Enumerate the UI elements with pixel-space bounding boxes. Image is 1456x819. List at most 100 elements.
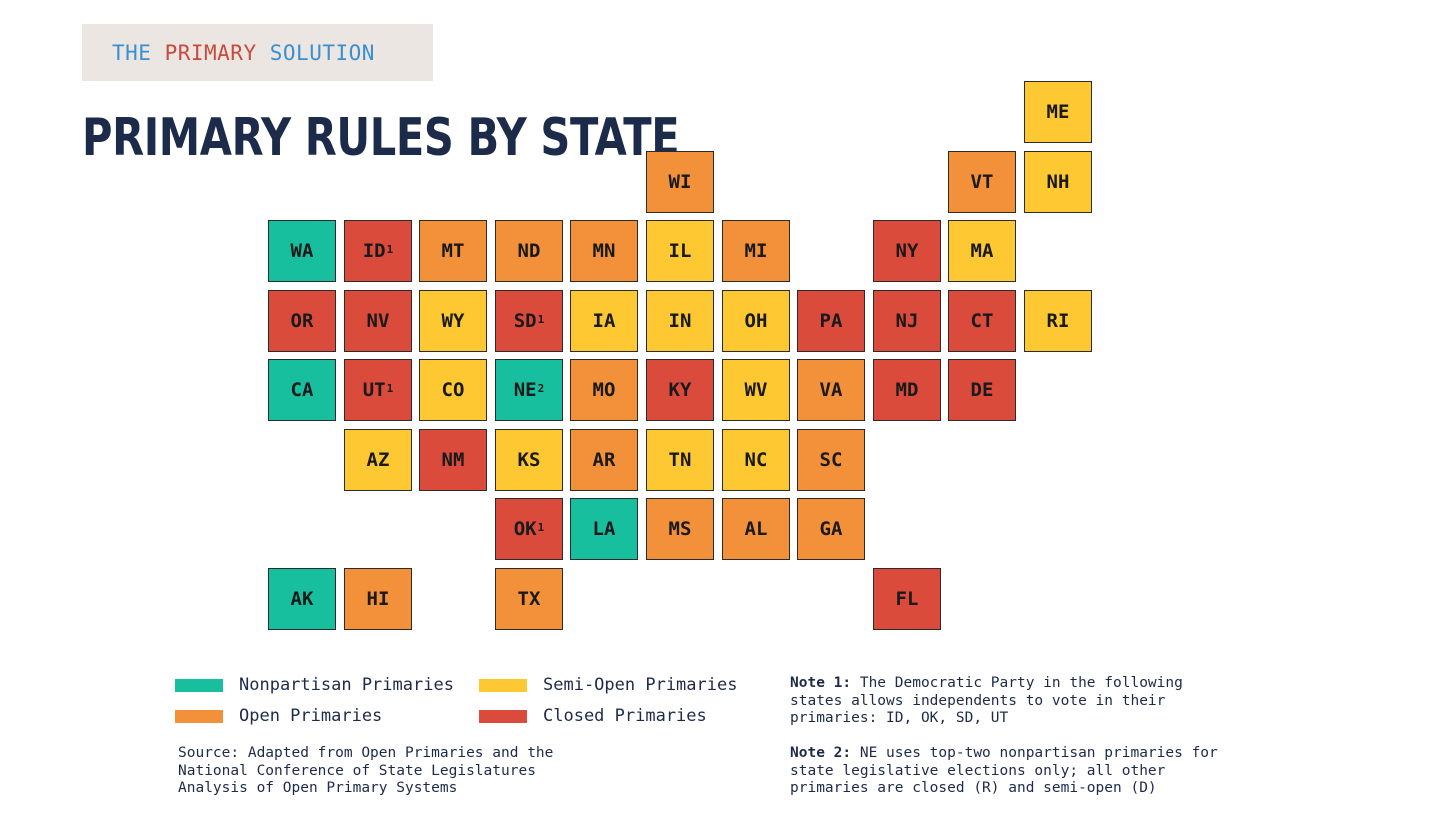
state-tile-ky: KY <box>646 359 714 421</box>
state-label: IA <box>592 310 616 332</box>
state-label: DE <box>970 379 994 401</box>
state-tile-wa: WA <box>268 220 336 282</box>
note-2-text: NE uses top-two nonpartisan primaries fo… <box>790 745 1218 796</box>
state-tile-mi: MI <box>722 220 790 282</box>
state-footnote-marker: 1 <box>537 312 545 326</box>
state-tile-nh: NH <box>1024 151 1092 213</box>
state-label: WI <box>668 171 692 193</box>
state-label: MD <box>895 379 919 401</box>
state-tile-wv: WV <box>722 359 790 421</box>
state-tile-nv: NV <box>344 290 412 352</box>
state-label: WA <box>290 240 314 262</box>
state-label: IL <box>668 240 692 262</box>
state-label: NY <box>895 240 919 262</box>
state-tile-ar: AR <box>570 429 638 491</box>
state-tile-nd: ND <box>495 220 563 282</box>
state-tile-va: VA <box>797 359 865 421</box>
legend-label-open: Open Primaries <box>239 706 383 726</box>
state-label: NM <box>441 449 465 471</box>
state-label: NE <box>513 379 537 401</box>
state-label: WV <box>744 379 768 401</box>
state-footnote-marker: 2 <box>537 381 545 395</box>
state-label: SD <box>513 310 537 332</box>
state-label: AL <box>744 518 768 540</box>
state-tile-wy: WY <box>419 290 487 352</box>
note-1-label: Note 1: <box>790 675 852 691</box>
state-tile-nc: NC <box>722 429 790 491</box>
state-label: IN <box>668 310 692 332</box>
state-tile-oh: OH <box>722 290 790 352</box>
state-tile-hi: HI <box>344 568 412 630</box>
state-tile-ca: CA <box>268 359 336 421</box>
state-label: MI <box>744 240 768 262</box>
state-label: NJ <box>895 310 919 332</box>
state-tile-tx: TX <box>495 568 563 630</box>
state-label: SC <box>819 449 843 471</box>
legend-label-nonpartisan: Nonpartisan Primaries <box>239 675 454 695</box>
state-tile-ak: AK <box>268 568 336 630</box>
legend-swatch-open <box>175 709 223 723</box>
state-label: MA <box>970 240 994 262</box>
state-label: UT <box>362 379 386 401</box>
legend-closed: Closed Primaries <box>479 706 707 726</box>
state-tile-sd: SD 1 <box>495 290 563 352</box>
state-tile-ok: OK 1 <box>495 498 563 560</box>
legend-nonpartisan: Nonpartisan Primaries <box>175 675 454 695</box>
state-tile-tn: TN <box>646 429 714 491</box>
state-tile-ct: CT <box>948 290 1016 352</box>
state-label: OR <box>290 310 314 332</box>
state-label: GA <box>819 518 843 540</box>
state-tile-me: ME <box>1024 81 1092 143</box>
state-label: MT <box>441 240 465 262</box>
state-label: LA <box>592 518 616 540</box>
state-label: MO <box>592 379 616 401</box>
brand-banner: THE PRIMARY SOLUTION <box>82 24 433 81</box>
state-tile-fl: FL <box>873 568 941 630</box>
state-tile-ga: GA <box>797 498 865 560</box>
state-label: OH <box>744 310 768 332</box>
state-tile-ms: MS <box>646 498 714 560</box>
state-tile-md: MD <box>873 359 941 421</box>
brand-word-the: THE <box>112 40 152 65</box>
state-label: CA <box>290 379 314 401</box>
state-tile-in: IN <box>646 290 714 352</box>
legend-swatch-semi-open <box>479 678 527 692</box>
state-label: ID <box>362 240 386 262</box>
brand-word-primary: PRIMARY <box>164 40 257 65</box>
state-tile-or: OR <box>268 290 336 352</box>
state-label: AZ <box>366 449 390 471</box>
source-note: Source: Adapted from Open Primaries and … <box>178 745 554 796</box>
state-label: NC <box>744 449 768 471</box>
state-label: RI <box>1046 310 1070 332</box>
legend-swatch-nonpartisan <box>175 678 223 692</box>
state-label: VA <box>819 379 843 401</box>
state-tile-de: DE <box>948 359 1016 421</box>
state-label: AK <box>290 588 314 610</box>
state-label: CT <box>970 310 994 332</box>
state-tile-al: AL <box>722 498 790 560</box>
state-tile-ma: MA <box>948 220 1016 282</box>
legend-label-closed: Closed Primaries <box>543 706 707 726</box>
state-label: HI <box>366 588 390 610</box>
state-tile-ne: NE 2 <box>495 359 563 421</box>
state-label: OK <box>513 518 537 540</box>
state-tile-id: ID 1 <box>344 220 412 282</box>
state-tile-vt: VT <box>948 151 1016 213</box>
state-tile-wi: WI <box>646 151 714 213</box>
state-tile-az: AZ <box>344 429 412 491</box>
state-tile-mo: MO <box>570 359 638 421</box>
legend-swatch-closed <box>479 709 527 723</box>
state-label: NV <box>366 310 390 332</box>
state-label: KS <box>517 449 541 471</box>
state-tile-co: CO <box>419 359 487 421</box>
state-label: NH <box>1046 171 1070 193</box>
note-1: Note 1: The Democratic Party in the foll… <box>790 675 1183 728</box>
state-tile-sc: SC <box>797 429 865 491</box>
state-tile-il: IL <box>646 220 714 282</box>
state-label: ME <box>1046 101 1070 123</box>
state-tile-la: LA <box>570 498 638 560</box>
state-label: CO <box>441 379 465 401</box>
state-tile-mn: MN <box>570 220 638 282</box>
legend-label-semi-open: Semi-Open Primaries <box>543 675 738 695</box>
state-label: PA <box>819 310 843 332</box>
